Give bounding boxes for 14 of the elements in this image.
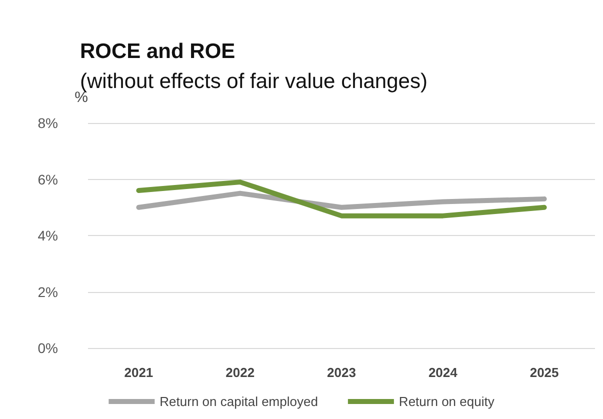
legend-label: Return on capital employed bbox=[160, 394, 318, 409]
y-tick-label: 6% bbox=[38, 171, 58, 188]
x-tick-label: 2021 bbox=[124, 365, 154, 380]
x-tick-label: 2022 bbox=[226, 365, 255, 380]
chart-subtitle: (without effects of fair value changes) bbox=[80, 70, 428, 93]
x-tick-label: 2023 bbox=[327, 365, 356, 380]
y-tick-label: 0% bbox=[38, 340, 58, 356]
legend-label: Return on equity bbox=[398, 394, 495, 409]
y-tick-label: 2% bbox=[38, 284, 58, 300]
chart-title: ROCE and ROE bbox=[80, 40, 236, 63]
y-tick-label: 4% bbox=[38, 228, 58, 244]
x-tick-label: 2025 bbox=[530, 365, 559, 380]
y-tick-label: 8% bbox=[38, 115, 58, 131]
x-tick-label: 2024 bbox=[428, 365, 458, 380]
